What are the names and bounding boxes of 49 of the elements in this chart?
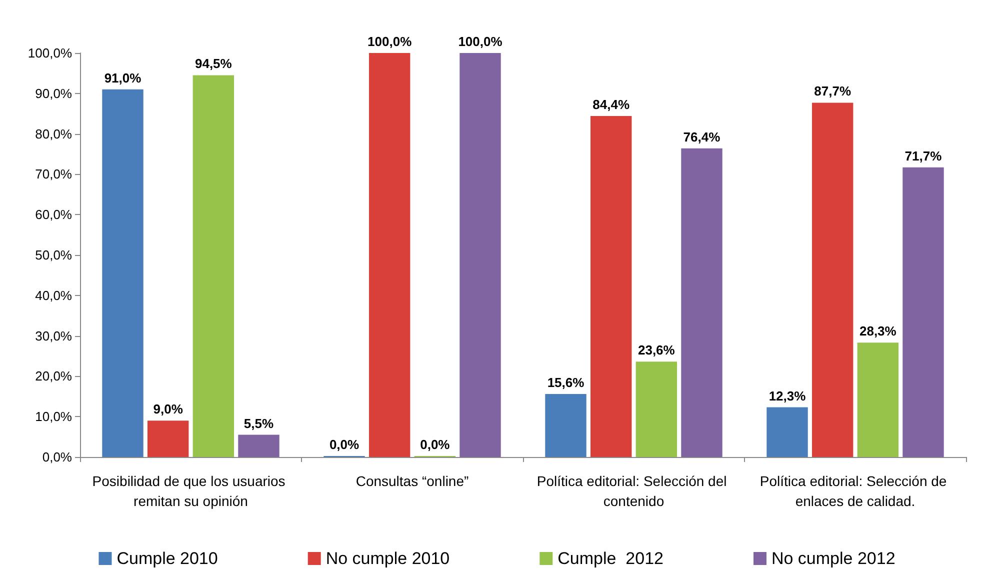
y-tick-label: 90,0% xyxy=(35,86,72,101)
bar xyxy=(636,362,678,457)
x-tick-label: Política editorial: Selección de enlaces de calidad. xyxy=(760,473,951,509)
bar xyxy=(368,53,410,457)
bar xyxy=(857,342,899,457)
bar xyxy=(460,53,501,457)
y-tick-label: 20,0% xyxy=(35,368,72,384)
data-label: 15,6% xyxy=(547,374,585,390)
x-tick-label: Consultas “online” xyxy=(356,473,469,489)
data-label: 5,5% xyxy=(244,416,274,431)
x-tick-label: Posibilidad de que los usuarios remitan su opinión xyxy=(92,473,290,509)
data-label: 87,7% xyxy=(814,84,852,99)
legend-label: No cumple 2012 xyxy=(771,549,896,568)
y-tick-label: 40,0% xyxy=(35,288,72,303)
data-label: 84,4% xyxy=(592,97,630,112)
y-tick-label: 60,0% xyxy=(35,207,72,222)
legend-label: No cumple 2010 xyxy=(326,549,450,568)
data-label: 9,0% xyxy=(153,402,184,417)
bar xyxy=(902,167,944,457)
legend-label: Cumple 2010 xyxy=(116,549,218,568)
data-label: 71,7% xyxy=(904,148,942,164)
y-tick-label: 30,0% xyxy=(35,328,72,344)
data-label: 23,6% xyxy=(638,342,676,358)
data-label: 100,0% xyxy=(458,34,503,49)
y-tick-label: 10,0% xyxy=(35,409,72,424)
bar xyxy=(766,407,808,457)
data-label: 28,3% xyxy=(859,324,897,339)
data-label: 0,0% xyxy=(329,437,360,452)
bar xyxy=(102,89,144,457)
bar xyxy=(545,394,586,457)
legend-label: Cumple 2012 xyxy=(558,549,664,568)
bar xyxy=(590,116,632,457)
bar xyxy=(238,434,280,457)
y-tick-label: 70,0% xyxy=(35,166,72,182)
y-tick-label: 80,0% xyxy=(35,126,72,142)
bar xyxy=(681,148,722,457)
y-tick-label: 100,0% xyxy=(28,46,72,60)
bar xyxy=(192,75,234,457)
bar xyxy=(147,420,189,457)
bar xyxy=(812,102,854,457)
y-tick-label: 50,0% xyxy=(35,248,72,262)
data-label: 91,0% xyxy=(104,70,142,86)
data-label: 76,4% xyxy=(683,129,721,144)
data-label: 100,0% xyxy=(368,34,412,49)
data-label: 12,3% xyxy=(768,388,806,404)
y-tick-label: 0,0% xyxy=(42,450,72,464)
data-label: 94,5% xyxy=(194,56,232,72)
data-label: 0,0% xyxy=(420,437,450,452)
x-tick-label: Política editorial: Selección del contenido xyxy=(536,473,731,509)
